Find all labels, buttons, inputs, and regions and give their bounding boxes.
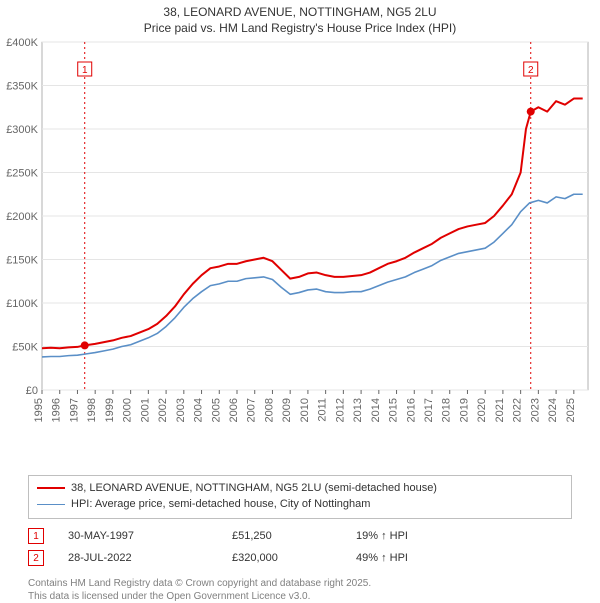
svg-text:1999: 1999	[104, 398, 116, 422]
svg-text:1997: 1997	[68, 398, 80, 422]
svg-text:2024: 2024	[547, 398, 559, 422]
svg-text:£250K: £250K	[6, 168, 38, 180]
chart-title: 38, LEONARD AVENUE, NOTTINGHAM, NG5 2LU …	[0, 0, 600, 36]
svg-text:£150K: £150K	[6, 255, 38, 267]
svg-text:2008: 2008	[263, 398, 275, 422]
svg-text:2014: 2014	[370, 398, 382, 422]
svg-text:2006: 2006	[228, 398, 240, 422]
title-line1: 38, LEONARD AVENUE, NOTTINGHAM, NG5 2LU	[0, 4, 600, 20]
svg-text:£100K: £100K	[6, 298, 38, 310]
svg-text:2023: 2023	[529, 398, 541, 422]
sale-date: 28-JUL-2022	[68, 552, 208, 564]
sale-diff: 19% ↑ HPI	[356, 530, 476, 542]
svg-text:1995: 1995	[33, 398, 45, 422]
svg-text:£400K: £400K	[6, 37, 38, 49]
svg-text:2005: 2005	[210, 398, 222, 422]
svg-text:1: 1	[82, 65, 88, 76]
sale-row: 2 28-JUL-2022 £320,000 49% ↑ HPI	[28, 547, 572, 569]
svg-text:2020: 2020	[476, 398, 488, 422]
title-line2: Price paid vs. HM Land Registry's House …	[0, 20, 600, 36]
svg-text:2017: 2017	[423, 398, 435, 422]
svg-text:2013: 2013	[352, 398, 364, 422]
svg-text:2000: 2000	[122, 398, 134, 422]
svg-text:2012: 2012	[334, 398, 346, 422]
svg-text:£50K: £50K	[12, 342, 38, 354]
svg-text:2018: 2018	[441, 398, 453, 422]
svg-text:2007: 2007	[246, 398, 258, 422]
sale-row: 1 30-MAY-1997 £51,250 19% ↑ HPI	[28, 525, 572, 547]
chart-svg: £0 £50K £100K £150K £200K £250K £300K £350K £400…	[0, 36, 600, 436]
svg-text:1998: 1998	[86, 398, 98, 422]
svg-text:2025: 2025	[565, 398, 577, 422]
footer: Contains HM Land Registry data © Crown c…	[28, 577, 572, 603]
svg-text:2010: 2010	[299, 398, 311, 422]
legend-row: 38, LEONARD AVENUE, NOTTINGHAM, NG5 2LU …	[37, 480, 563, 496]
sale-price: £51,250	[232, 530, 332, 542]
legend-row: HPI: Average price, semi-detached house,…	[37, 496, 563, 512]
footer-line1: Contains HM Land Registry data © Crown c…	[28, 577, 572, 590]
svg-text:£200K: £200K	[6, 211, 38, 223]
footer-line2: This data is licensed under the Open Gov…	[28, 590, 572, 603]
svg-text:£300K: £300K	[6, 124, 38, 136]
svg-text:2015: 2015	[388, 398, 400, 422]
sale-diff: 49% ↑ HPI	[356, 552, 476, 564]
svg-text:2: 2	[528, 65, 534, 76]
svg-text:£350K: £350K	[6, 81, 38, 93]
svg-text:2022: 2022	[512, 398, 524, 422]
svg-text:2009: 2009	[281, 398, 293, 422]
sale-date: 30-MAY-1997	[68, 530, 208, 542]
svg-text:2016: 2016	[405, 398, 417, 422]
svg-text:2004: 2004	[193, 398, 205, 422]
svg-text:1996: 1996	[51, 398, 63, 422]
svg-text:2001: 2001	[139, 398, 151, 422]
chart: £0 £50K £100K £150K £200K £250K £300K £350K £400…	[0, 36, 600, 471]
sales-list: 1 30-MAY-1997 £51,250 19% ↑ HPI 2 28-JUL-2022…	[28, 525, 572, 569]
svg-text:2021: 2021	[494, 398, 506, 422]
legend-swatch	[37, 504, 65, 505]
legend: 38, LEONARD AVENUE, NOTTINGHAM, NG5 2LU …	[28, 475, 572, 519]
svg-text:2011: 2011	[317, 398, 329, 422]
sale-marker: 1	[28, 528, 44, 544]
svg-text:2002: 2002	[157, 398, 169, 422]
svg-text:2003: 2003	[175, 398, 187, 422]
sale-price: £320,000	[232, 552, 332, 564]
svg-text:£0: £0	[26, 385, 38, 397]
legend-label: HPI: Average price, semi-detached house,…	[71, 498, 370, 510]
svg-text:2019: 2019	[458, 398, 470, 422]
legend-swatch	[37, 487, 65, 489]
legend-label: 38, LEONARD AVENUE, NOTTINGHAM, NG5 2LU …	[71, 482, 437, 494]
sale-marker: 2	[28, 550, 44, 566]
